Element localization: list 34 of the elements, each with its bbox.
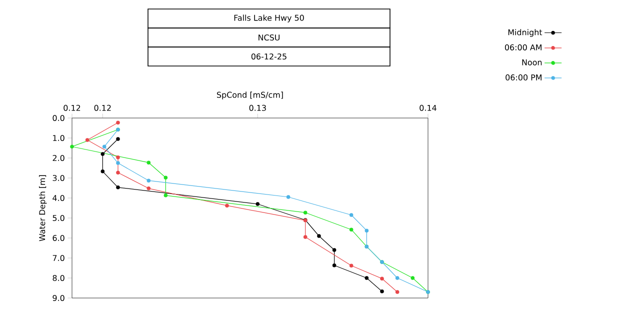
point bbox=[146, 186, 151, 190]
point bbox=[116, 170, 120, 174]
point bbox=[164, 176, 168, 180]
point bbox=[256, 202, 260, 206]
point bbox=[317, 234, 321, 238]
point bbox=[332, 248, 336, 252]
point bbox=[70, 144, 74, 148]
point bbox=[85, 138, 90, 142]
point bbox=[102, 144, 106, 148]
point bbox=[286, 195, 290, 199]
point bbox=[225, 204, 229, 208]
point bbox=[349, 213, 354, 217]
point bbox=[349, 264, 354, 268]
point bbox=[116, 120, 120, 124]
point bbox=[395, 290, 400, 294]
point bbox=[146, 178, 151, 182]
point bbox=[380, 276, 384, 280]
point bbox=[100, 170, 105, 174]
point bbox=[116, 156, 120, 160]
point bbox=[303, 210, 308, 214]
point bbox=[410, 276, 415, 280]
point bbox=[116, 161, 120, 165]
point bbox=[100, 152, 105, 156]
point bbox=[364, 228, 369, 232]
point bbox=[349, 228, 354, 232]
point bbox=[332, 264, 336, 268]
point bbox=[164, 194, 168, 198]
point bbox=[303, 235, 308, 239]
point bbox=[116, 186, 120, 190]
point bbox=[146, 160, 151, 164]
point bbox=[364, 276, 369, 280]
point bbox=[116, 137, 120, 141]
point bbox=[395, 276, 400, 280]
point bbox=[380, 290, 384, 294]
